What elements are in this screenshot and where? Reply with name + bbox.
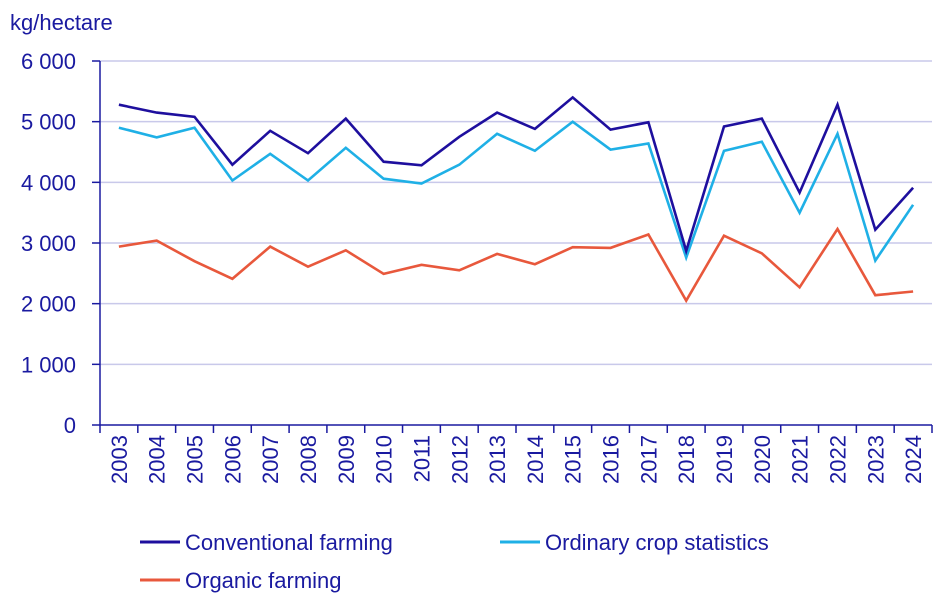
x-tick-label: 2019 xyxy=(712,435,737,484)
x-tick-label: 2011 xyxy=(409,435,434,482)
y-tick-label: 0 xyxy=(64,413,76,438)
x-tick-label: 2016 xyxy=(599,435,624,484)
x-tick-label: 2017 xyxy=(636,435,661,484)
x-tick-label: 2004 xyxy=(145,435,170,484)
x-tick-label: 2003 xyxy=(107,435,132,484)
y-tick-label: 3 000 xyxy=(21,231,76,256)
series-line-organic-farming xyxy=(118,226,914,304)
legend-label: Conventional farming xyxy=(185,530,393,555)
x-tick-label: 2020 xyxy=(750,435,775,484)
x-tick-label: 2012 xyxy=(447,435,472,484)
x-tick-label: 2018 xyxy=(674,435,699,484)
tick-labels: 0 1 000 2 000 3 000 4 000 5 000 6 000 2003 2004 2… xyxy=(21,49,926,484)
x-tick-label: 2022 xyxy=(825,435,850,484)
y-tick-label: 2 000 xyxy=(21,292,76,317)
x-tick-label: 2023 xyxy=(863,435,888,484)
x-tick-label: 2006 xyxy=(220,435,245,484)
x-tick-label: 2005 xyxy=(183,435,208,484)
x-tick-label: 2010 xyxy=(372,435,397,484)
y-tick-label: 6 000 xyxy=(21,49,76,74)
y-tick-label: 5 000 xyxy=(21,110,76,135)
legend: Conventional farming Ordinary crop statis… xyxy=(140,530,769,593)
x-tick-label: 2013 xyxy=(485,435,510,484)
x-tick-label: 2024 xyxy=(901,435,926,484)
x-tick-label: 2009 xyxy=(334,435,359,484)
series-line-ordinary-crop-statistics xyxy=(118,120,915,264)
series xyxy=(118,95,915,304)
series-line-conventional-farming xyxy=(118,95,915,256)
axes xyxy=(92,60,933,433)
x-tick-label: 2014 xyxy=(523,435,548,484)
legend-label: Organic farming xyxy=(185,568,342,593)
x-tick-label: 2021 xyxy=(788,435,813,484)
legend-label: Ordinary crop statistics xyxy=(545,530,769,555)
y-axis-unit-label: kg/hectare xyxy=(10,10,113,35)
x-tick-label: 2007 xyxy=(258,435,283,484)
y-tick-label: 1 000 xyxy=(21,352,76,377)
x-tick-label: 2015 xyxy=(561,435,586,484)
grid xyxy=(100,60,932,366)
x-tick-label: 2008 xyxy=(296,435,321,484)
y-tick-label: 4 000 xyxy=(21,170,76,195)
